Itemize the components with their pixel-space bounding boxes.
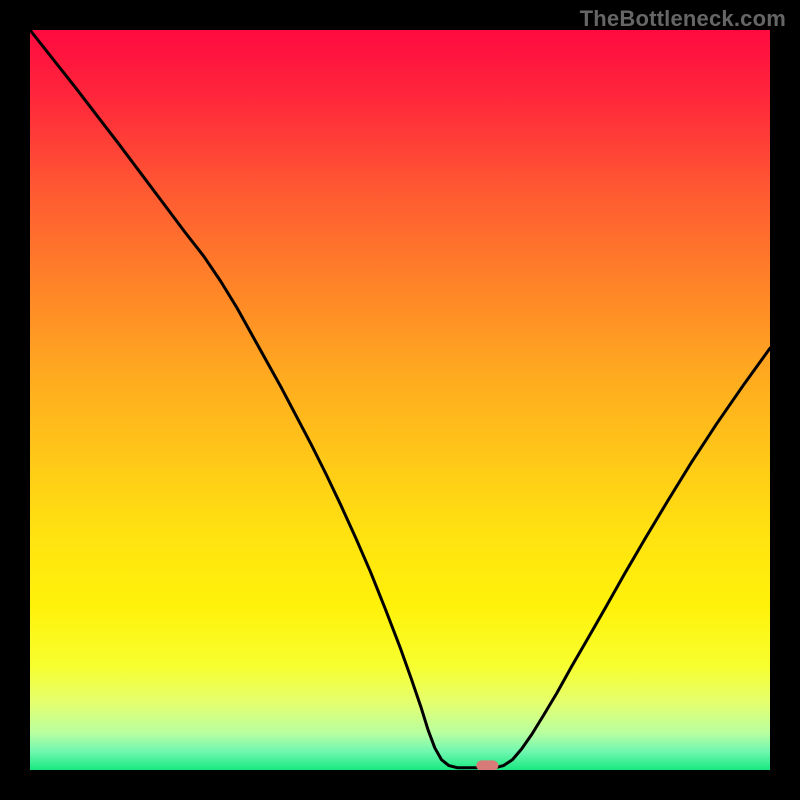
chart-background-gradient	[30, 30, 770, 770]
watermark-label: TheBottleneck.com	[580, 6, 786, 32]
bottleneck-minimum-marker	[476, 760, 498, 770]
chart-svg	[30, 30, 770, 770]
chart-plot-area	[30, 30, 770, 770]
